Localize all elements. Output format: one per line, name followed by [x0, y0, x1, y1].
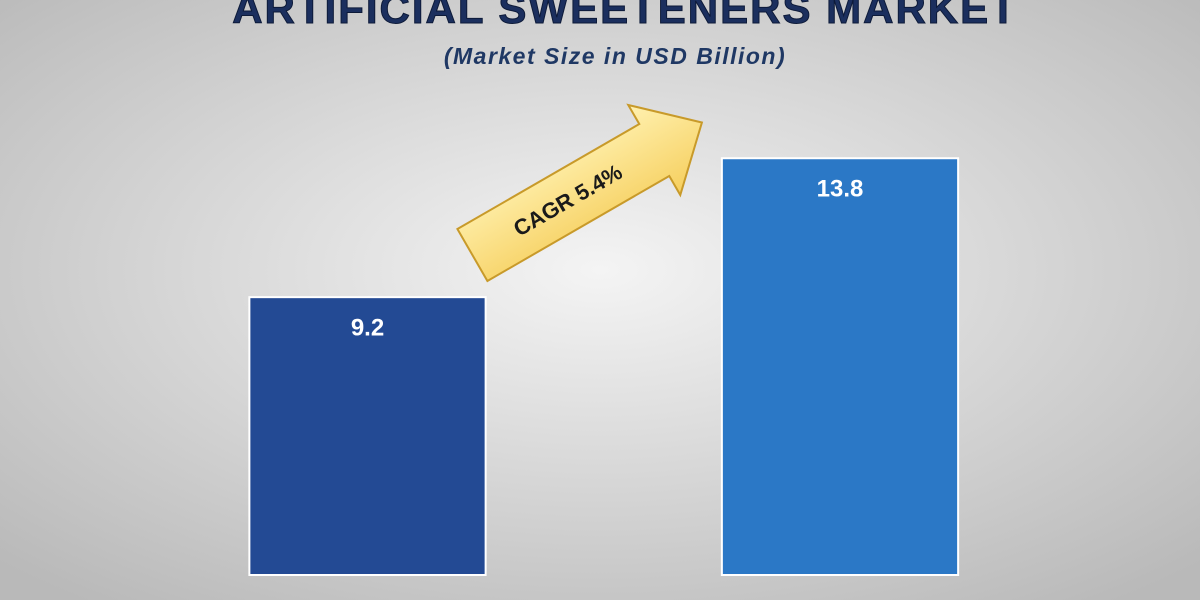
bar: [720, 157, 960, 577]
bar: [248, 296, 487, 576]
chart-subtitle: (Market Size in USD Billion): [444, 43, 786, 69]
value-label: 13.8: [817, 176, 864, 203]
chart-title: ARTIFICIAL SWEETENERS MARKET: [232, 0, 1018, 32]
arrow-shape: [456, 103, 704, 283]
value-label: 9.2: [351, 315, 384, 342]
